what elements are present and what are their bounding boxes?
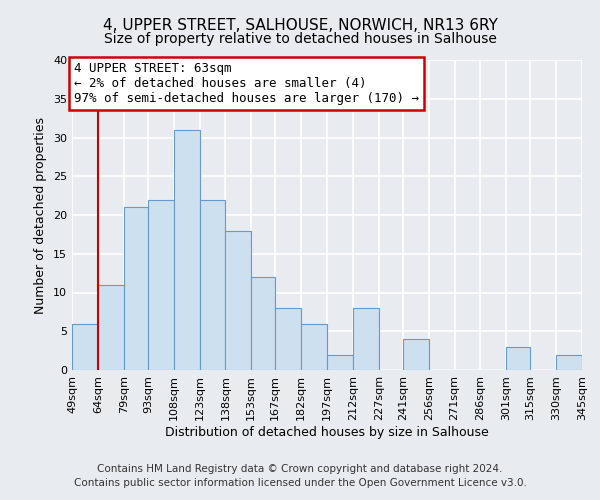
Bar bbox=[98, 285, 124, 370]
Text: Contains HM Land Registry data © Crown copyright and database right 2024.
Contai: Contains HM Land Registry data © Crown c… bbox=[74, 464, 526, 487]
Text: 4, UPPER STREET, SALHOUSE, NORWICH, NR13 6RY: 4, UPPER STREET, SALHOUSE, NORWICH, NR13… bbox=[103, 18, 497, 32]
Bar bbox=[72, 324, 98, 370]
Bar bbox=[275, 308, 301, 370]
Bar bbox=[199, 200, 226, 370]
Bar bbox=[301, 324, 327, 370]
Bar bbox=[556, 354, 582, 370]
Bar bbox=[403, 339, 428, 370]
Bar bbox=[148, 200, 173, 370]
Bar bbox=[124, 207, 148, 370]
Text: 4 UPPER STREET: 63sqm
← 2% of detached houses are smaller (4)
97% of semi-detach: 4 UPPER STREET: 63sqm ← 2% of detached h… bbox=[74, 62, 419, 104]
Bar bbox=[173, 130, 199, 370]
X-axis label: Distribution of detached houses by size in Salhouse: Distribution of detached houses by size … bbox=[165, 426, 489, 438]
Y-axis label: Number of detached properties: Number of detached properties bbox=[34, 116, 47, 314]
Bar bbox=[226, 230, 251, 370]
Bar bbox=[506, 347, 530, 370]
Bar bbox=[353, 308, 379, 370]
Bar bbox=[327, 354, 353, 370]
Text: Size of property relative to detached houses in Salhouse: Size of property relative to detached ho… bbox=[104, 32, 496, 46]
Bar bbox=[251, 277, 275, 370]
